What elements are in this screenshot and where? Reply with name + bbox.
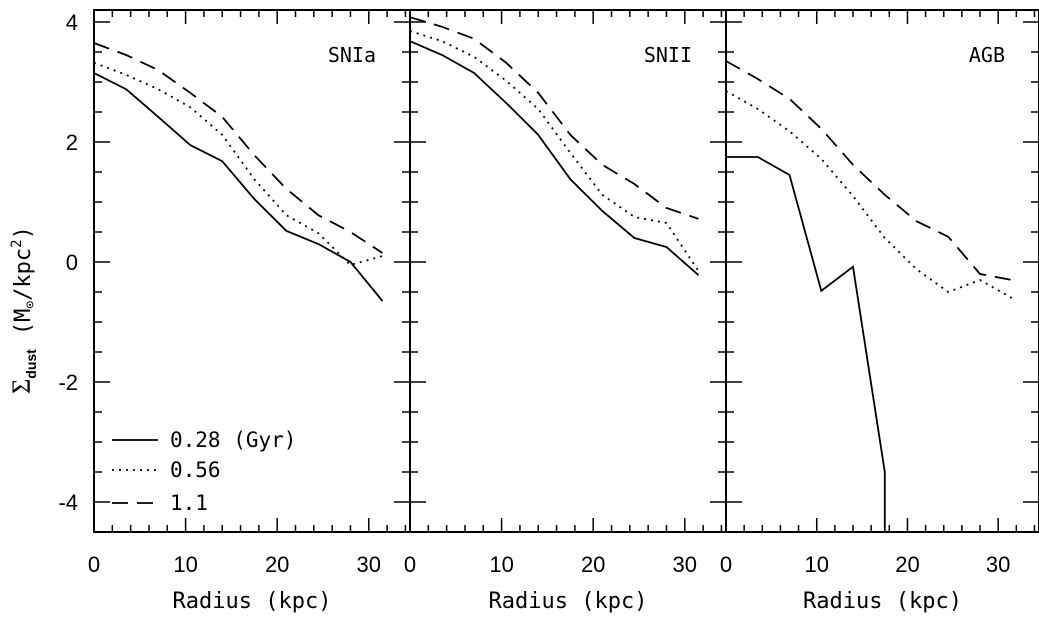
x-axis-title: Radius (kpc) [173, 589, 332, 614]
x-tick-label: 20 [265, 552, 289, 577]
panel-frame [409, 9, 727, 533]
panel-label: AGB [969, 43, 1005, 67]
x-tick-label: 20 [581, 552, 605, 577]
x-tick-label: 0 [720, 552, 732, 577]
x-axis-title: Radius (kpc) [489, 589, 648, 614]
y-tick-label: 4 [66, 10, 78, 35]
x-tick-label: 30 [357, 552, 381, 577]
series-line-dotted [410, 30, 700, 272]
series-line-solid [410, 40, 700, 276]
x-tick-label: 0 [404, 552, 416, 577]
x-tick-label: 0 [88, 552, 100, 577]
series-line-dashed [410, 16, 699, 220]
series-line-solid [726, 156, 886, 532]
legend-label: 1.1 [170, 491, 208, 515]
x-tick-label: 10 [489, 552, 513, 577]
panel-frame [725, 9, 1039, 533]
x-tick-label: 30 [986, 552, 1010, 577]
y-tick-label: 0 [66, 250, 78, 275]
series-line-solid [94, 72, 384, 302]
x-tick-label: 30 [673, 552, 697, 577]
x-tick-label: 10 [173, 552, 197, 577]
series-line-dotted [94, 61, 383, 267]
legend-label: 0.56 [170, 458, 221, 482]
legend: 0.28 (Gyr) 0.56 1.1 [112, 428, 296, 515]
y-axis-title: Σdust(M⊙/kpc2) [7, 226, 39, 394]
panel-snii: 0 10 20 30 SNII Radius (kpc) [404, 9, 727, 614]
legend-label: 0.28 (Gyr) [170, 428, 296, 452]
x-tick-label: 20 [895, 552, 919, 577]
x-axis-title: Radius (kpc) [803, 589, 962, 614]
x-tick-label: 10 [804, 552, 828, 577]
series-line-dashed [726, 60, 1012, 281]
y-tick-label: 2 [66, 130, 78, 155]
panel-agb: 0 10 20 30 AGB Radius (kpc) [720, 9, 1039, 614]
panel-frame [93, 9, 411, 533]
series-line-dashed [94, 42, 383, 254]
y-tick-label: -4 [58, 490, 78, 515]
panel-label: SNIa [328, 43, 376, 67]
panel-label: SNII [644, 43, 692, 67]
series-line-dotted [726, 90, 1013, 299]
panel-snia: 0 10 20 30 SNIa Radius (kpc) [88, 9, 411, 614]
y-tick-label: -2 [58, 370, 78, 395]
